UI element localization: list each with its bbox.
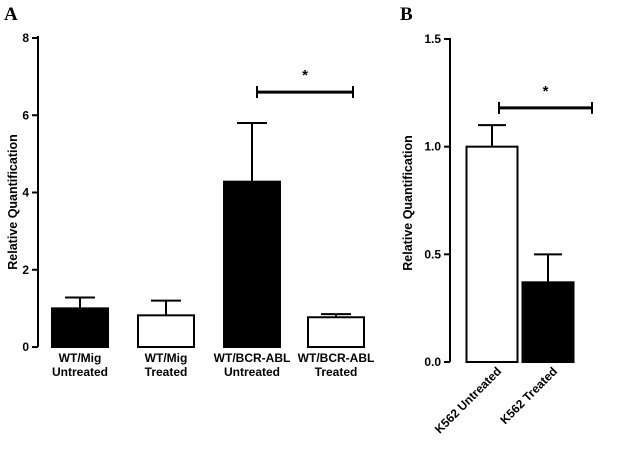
chart-b-error-bars (478, 124, 562, 283)
chart-b-y-axis-title: Relative Quantification (401, 135, 415, 270)
chart-a-y-tick-label: 8 (22, 31, 29, 45)
chart-a-bars (51, 180, 365, 349)
chart-b-category-label: K562 Untreated (432, 364, 504, 436)
panel-a-letter: A (4, 4, 18, 25)
chart-b-significance-label: * (543, 83, 549, 100)
chart-b-error-bar (478, 124, 506, 147)
chart-a-category-label: Untreated (224, 365, 280, 379)
chart-a-significance-label: * (302, 67, 308, 84)
chart-b-y-tick-label: 1.0 (424, 140, 441, 154)
chart-a-category-label: WT/BCR-ABL (298, 351, 375, 365)
chart-b: B Relative Quantification 0.0 0.5 1.0 1.5 K… (400, 4, 593, 436)
chart-a-error-bar (237, 121, 267, 182)
panel-b-letter: B (400, 4, 413, 25)
chart-a-bar (51, 307, 109, 348)
chart-a-significance: * (256, 67, 354, 99)
chart-a-category-label: WT/Mig (59, 351, 102, 365)
chart-b-error-bar (534, 253, 562, 283)
chart-a-y-tick-label: 6 (22, 108, 29, 122)
chart-a-category-label: Treated (315, 365, 358, 379)
chart-a-y-tick-label: 2 (22, 263, 29, 277)
chart-a-bar (137, 314, 195, 349)
chart-a-error-bar (321, 313, 351, 318)
chart-a-y-tick-label: 4 (22, 186, 29, 200)
chart-a-category-label: Treated (145, 365, 188, 379)
chart-a-error-bar (65, 296, 95, 309)
chart-a-ticks: 0 2 4 6 8 (22, 31, 38, 354)
chart-b-bar (521, 281, 575, 363)
chart-b-y-tick-label: 1.5 (424, 32, 441, 46)
chart-b-significance: * (498, 83, 593, 114)
chart-b-y-tick-label: 0.0 (424, 355, 441, 369)
chart-a-category-label: Untreated (52, 365, 108, 379)
chart-a-y-tick-label: 0 (22, 340, 29, 354)
chart-a-category-labels: WT/MigUntreatedWT/MigTreatedWT/BCR-ABLUn… (52, 351, 374, 379)
chart-a-category-label: WT/Mig (145, 351, 188, 365)
chart-b-ticks: 0.0 0.5 1.0 1.5 (424, 32, 450, 369)
chart-a-category-label: WT/BCR-ABL (214, 351, 291, 365)
chart-b-y-tick-label: 0.5 (424, 247, 441, 261)
chart-a-error-bars (65, 121, 351, 318)
chart-a-error-bar (151, 299, 181, 316)
chart-a-bar (307, 316, 365, 349)
chart-b-bar (465, 145, 519, 363)
chart-b-category-label: K562 Treated (497, 364, 560, 427)
chart-a-y-axis-title: Relative Quantification (6, 134, 20, 269)
chart-a-bar (223, 180, 281, 348)
chart-b-bars (465, 145, 575, 363)
